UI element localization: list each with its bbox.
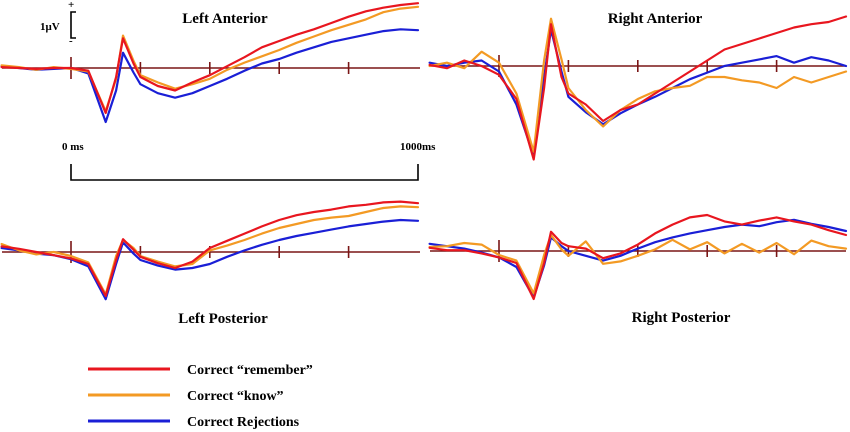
scale-value-label: 1μV bbox=[40, 21, 60, 33]
scale-plus-label: + bbox=[68, 0, 74, 11]
series-line-rejections bbox=[428, 28, 848, 158]
panel-title-right-posterior: Right Posterior bbox=[632, 310, 731, 326]
panel-left-anterior bbox=[0, 2, 420, 124]
panel-left-posterior bbox=[0, 200, 420, 301]
voltage-scale-bar: 1μV + - bbox=[40, 0, 76, 47]
series-line-rejections bbox=[0, 218, 420, 301]
legend-label-remember: Correct “remember” bbox=[187, 363, 313, 378]
time-start-label: 0 ms bbox=[62, 141, 84, 153]
legend-label-rejections: Correct Rejections bbox=[187, 415, 300, 430]
panel-title-right-anterior: Right Anterior bbox=[608, 11, 703, 27]
series-line-remember bbox=[428, 15, 848, 161]
series-line-know bbox=[0, 205, 420, 296]
time-end-label: 1000ms bbox=[400, 141, 436, 153]
legend: Correct “remember” Correct “know” Correc… bbox=[88, 363, 313, 430]
scale-bracket bbox=[70, 11, 76, 39]
series-line-know bbox=[428, 17, 848, 153]
panel-title-left-posterior: Left Posterior bbox=[178, 311, 268, 327]
series-line-remember bbox=[0, 2, 420, 115]
series-line-remember bbox=[0, 200, 420, 298]
time-calibration-bracket: 0 ms 1000ms bbox=[62, 141, 436, 181]
scale-minus-label: - bbox=[69, 35, 73, 47]
series-line-rejections bbox=[428, 218, 848, 299]
panel-right-posterior bbox=[428, 213, 848, 301]
panel-right-anterior bbox=[428, 15, 848, 161]
legend-label-know: Correct “know” bbox=[187, 389, 284, 404]
panel-title-left-anterior: Left Anterior bbox=[182, 11, 268, 27]
series-line-know bbox=[428, 233, 848, 295]
series-line-remember bbox=[428, 213, 848, 301]
time-bracket bbox=[70, 164, 419, 181]
